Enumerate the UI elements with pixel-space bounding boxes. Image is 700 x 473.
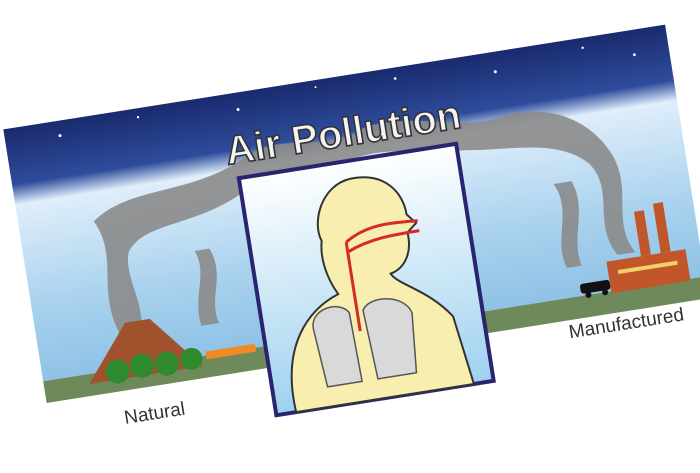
page: {"title": "Air Pollution", "labels": {"l…	[0, 0, 700, 473]
poster: Air Pollution Natural Manufactured	[3, 25, 700, 456]
center-panel	[239, 144, 494, 415]
poster-image: Air Pollution Natural Manufactured	[0, 0, 700, 473]
